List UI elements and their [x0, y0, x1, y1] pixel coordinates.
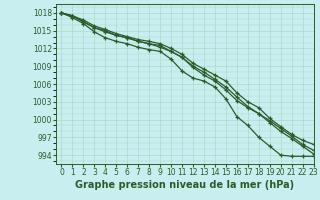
X-axis label: Graphe pression niveau de la mer (hPa): Graphe pression niveau de la mer (hPa) [75, 180, 294, 190]
